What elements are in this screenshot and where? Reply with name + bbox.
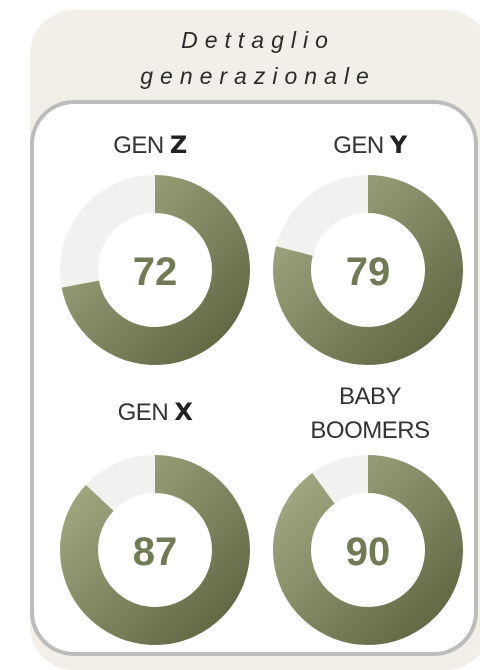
chart-title-emphasis: X bbox=[174, 398, 193, 426]
donut-arc bbox=[273, 175, 463, 365]
chart-title-text: GEN bbox=[117, 399, 169, 426]
chart-title-emphasis: Y bbox=[389, 131, 407, 159]
header-line: generazionale bbox=[140, 63, 376, 89]
donut-value: 90 bbox=[346, 530, 391, 574]
chart-title-emphasis: Z bbox=[169, 131, 187, 159]
chart-title-text: BABY BOOMERS bbox=[310, 383, 430, 444]
chart-title: GEN X bbox=[65, 395, 245, 430]
chart-title-text: GEN bbox=[333, 132, 384, 159]
header-line: Dettaglio bbox=[181, 27, 335, 53]
chart-title: GEN Z bbox=[60, 128, 240, 163]
donut-arc bbox=[60, 455, 250, 645]
donut-value: 72 bbox=[133, 250, 178, 294]
header: Dettaglio generazionale bbox=[30, 22, 480, 94]
chart-title: GEN Y bbox=[280, 128, 460, 163]
donut-value: 79 bbox=[346, 250, 391, 294]
donut-value: 87 bbox=[133, 530, 178, 574]
chart-title-text: GEN bbox=[113, 132, 164, 159]
donut-arc bbox=[60, 175, 250, 365]
donut-arc bbox=[273, 455, 463, 645]
chart-title: BABY BOOMERS bbox=[295, 380, 445, 448]
